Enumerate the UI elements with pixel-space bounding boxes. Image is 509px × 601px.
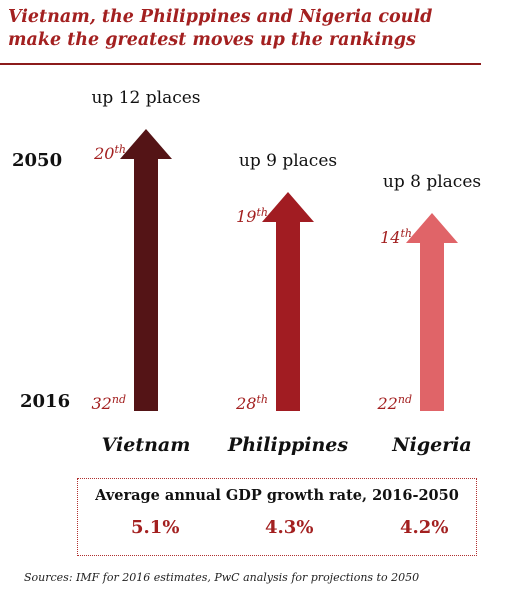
source-note: Sources: IMF for 2016 estimates, PwC ana… bbox=[24, 571, 420, 584]
arrow-nigeria bbox=[406, 213, 458, 411]
rank-2050-philippines: 19th bbox=[236, 206, 268, 226]
rank-2050-vietnam: 20th bbox=[93, 143, 126, 163]
year-label-2050: 2050 bbox=[12, 150, 63, 171]
growth-rate-philippines: 4.3% bbox=[265, 517, 314, 538]
arrow-vietnam bbox=[120, 129, 172, 411]
annotation-philippines: up 9 places bbox=[239, 151, 337, 171]
rank-2016-nigeria: 22nd bbox=[377, 393, 413, 413]
category-label-philippines: Philippines bbox=[227, 434, 348, 456]
category-label-nigeria: Nigeria bbox=[391, 434, 472, 456]
growth-rate-vietnam: 5.1% bbox=[131, 517, 180, 538]
gdp-growth-title: Average annual GDP growth rate, 2016-205… bbox=[95, 487, 459, 504]
annotation-nigeria: up 8 places bbox=[383, 172, 481, 192]
title-divider bbox=[0, 63, 481, 65]
growth-rate-nigeria: 4.2% bbox=[400, 517, 449, 538]
annotation-vietnam: up 12 places bbox=[91, 88, 200, 108]
year-label-2016: 2016 bbox=[20, 391, 71, 412]
chart-title: Vietnam, the Philippines and Nigeria cou… bbox=[8, 7, 433, 50]
arrow-philippines bbox=[262, 192, 314, 411]
gdp-growth-box: Average annual GDP growth rate, 2016-205… bbox=[77, 478, 477, 556]
rank-2050-nigeria: 14th bbox=[380, 227, 412, 247]
rank-arrow-chart: 20th 32nd up 12 places Vietnam 19th 28th up 9 … bbox=[91, 88, 481, 456]
rank-2016-vietnam: 32nd bbox=[92, 393, 127, 413]
rank-2016-philippines: 28th bbox=[235, 393, 268, 413]
category-label-vietnam: Vietnam bbox=[102, 434, 191, 456]
